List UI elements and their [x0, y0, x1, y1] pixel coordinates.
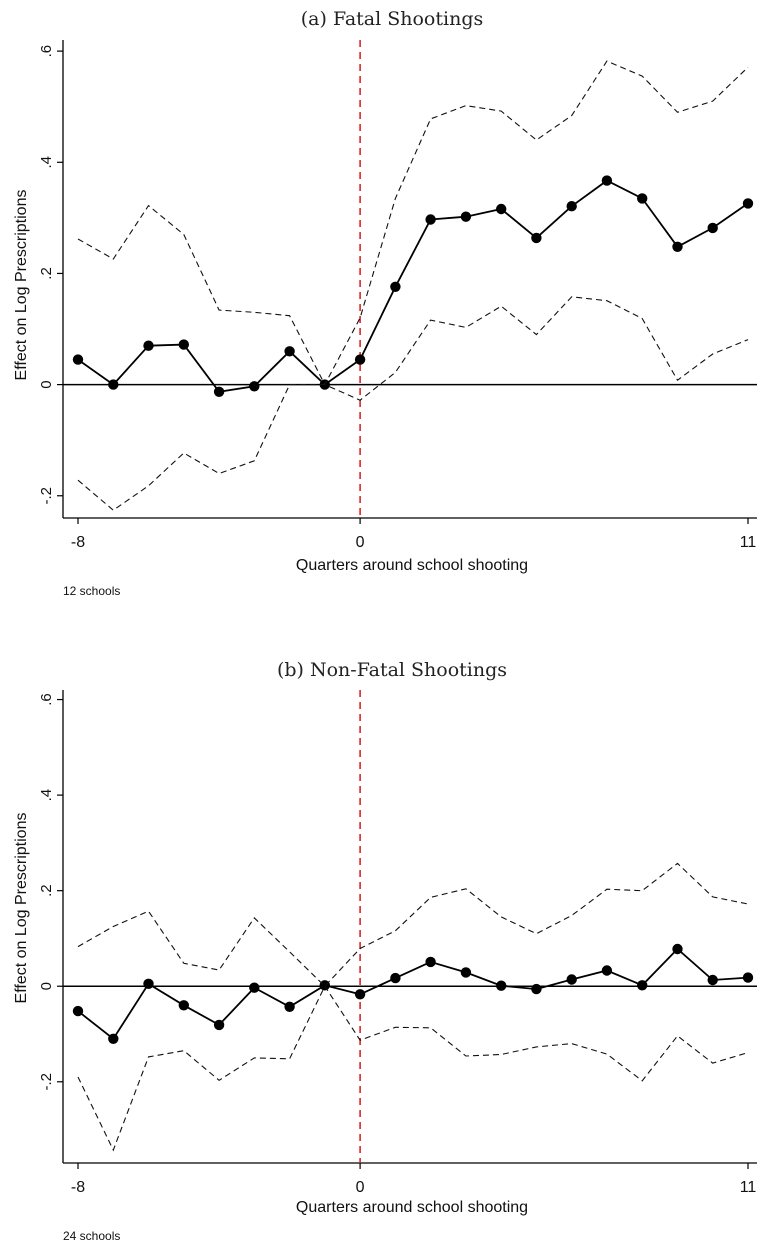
panel-b-estimate-point	[72, 1005, 84, 1017]
panel-b-estimate-line	[77, 947, 749, 1041]
panel-b-ylabel: Effect on Log Prescriptions	[13, 813, 30, 1004]
panel-fatal-shootings: (a) Fatal Shootings Effect on Log Prescr…	[13, 8, 757, 598]
panel-a-upper-ci-line	[77, 60, 749, 386]
panel-b-estimate-point	[707, 974, 718, 986]
panel-b-estimate-point	[742, 972, 754, 983]
panel-b-estimate-point	[284, 1001, 295, 1012]
panel-a-estimate-point	[742, 198, 754, 209]
panel-b-estimate-point	[354, 989, 366, 1000]
panel-b-estimate-point	[496, 980, 507, 991]
panel-a-xlabel: Quarters around school shooting	[296, 557, 528, 574]
panel-a-estimate-point	[354, 354, 366, 365]
panel-b-y-tick-label: .6	[38, 693, 55, 706]
panel-a-estimate-line	[77, 179, 749, 393]
panel-b-estimate-point	[566, 974, 577, 985]
panel-a-estimate-point	[249, 381, 260, 392]
panel-a-y-tick-label: -.2	[38, 487, 55, 505]
panel-a-estimate-point	[72, 354, 84, 365]
panel-a-estimate-point	[496, 203, 507, 215]
panel-a-y-tick-label: 0	[38, 380, 55, 388]
panel-b-lower-ci-line	[77, 985, 749, 1152]
panel-b-y-tick-label: .4	[38, 789, 55, 802]
panel-b-x-tick-label: -8	[71, 1179, 85, 1196]
panel-b-estimate-point	[460, 967, 472, 978]
panel-non-fatal-shootings: (b) Non-Fatal Shootings Effect on Log Pr…	[13, 659, 757, 1243]
panel-a-x-tick-label: 11	[740, 534, 757, 551]
panel-b-estimate-point	[143, 978, 154, 989]
panel-b-estimate-point	[213, 1019, 225, 1031]
panel-b-title: (b) Non-Fatal Shootings	[277, 659, 507, 681]
panel-a-estimate-point	[460, 211, 472, 222]
panel-b-x-tick-label: 11	[740, 1179, 757, 1196]
panel-a-y-tick-label: .6	[38, 45, 55, 58]
panel-b-estimate-point	[249, 982, 260, 993]
panel-b-xlabel: Quarters around school shooting	[296, 1199, 528, 1216]
panel-b-estimate-point	[601, 965, 613, 976]
panel-a-y-tick-label: .4	[38, 156, 55, 169]
panel-b-upper-ci-line	[77, 862, 749, 987]
panel-a-x-tick-label: 0	[356, 534, 365, 551]
panel-a-x-tick-label: -8	[71, 534, 85, 551]
panel-a-estimate-point	[178, 339, 189, 350]
panel-a-estimate-point	[390, 281, 401, 292]
panel-a-estimate-point	[707, 222, 718, 234]
panel-a-ylabel: Effect on Log Prescriptions	[13, 190, 30, 381]
panel-a-estimate-point	[531, 232, 542, 244]
panel-b-y-tick-label: -.2	[38, 1073, 55, 1091]
panel-a-estimate-point	[108, 379, 119, 390]
panel-a-lower-ci-line	[77, 296, 749, 511]
panel-a-estimate-point	[213, 386, 225, 397]
panel-a-title: (a) Fatal Shootings	[301, 8, 484, 30]
panel-b-estimate-point	[672, 943, 683, 955]
panel-b-note: 24 schools	[63, 1229, 120, 1243]
panel-a-note: 12 schools	[63, 584, 120, 598]
panel-b-estimate-point	[531, 983, 542, 995]
panel-a-estimate-point	[284, 346, 295, 357]
panel-b-estimate-point	[390, 972, 401, 984]
panel-a-estimate-point	[425, 214, 436, 225]
panel-a-estimate-point	[601, 175, 613, 186]
panel-b-estimate-point	[425, 956, 436, 968]
panel-a-y-tick-label: .2	[38, 267, 55, 280]
panel-b-y-tick-label: 0	[38, 982, 55, 990]
panel-a-estimate-point	[672, 241, 683, 252]
panel-a-estimate-point	[566, 201, 577, 212]
panel-b-y-tick-label: .2	[38, 884, 55, 897]
panel-b-estimate-point	[108, 1033, 119, 1045]
panel-a-estimate-point	[143, 340, 154, 351]
panel-b-estimate-point	[178, 1000, 189, 1011]
panel-b-estimate-point	[637, 980, 648, 991]
panel-a-estimate-point	[637, 193, 648, 204]
panel-b-x-tick-label: 0	[356, 1179, 365, 1196]
